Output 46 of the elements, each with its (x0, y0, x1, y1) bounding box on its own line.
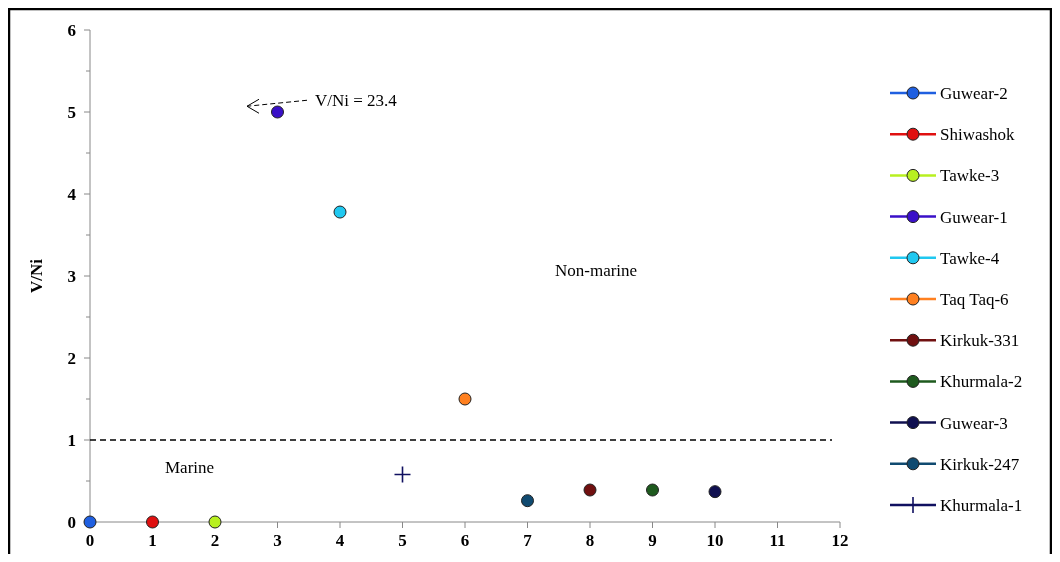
x-tick-label: 2 (210, 531, 220, 550)
y-tick-label: 1 (67, 430, 76, 450)
point (646, 483, 659, 497)
point (458, 392, 472, 406)
y-tick-label: 5 (67, 102, 76, 122)
point (708, 485, 722, 499)
point (333, 205, 347, 219)
point (583, 483, 597, 497)
y-axis-title: V/Ni (27, 258, 46, 293)
point (521, 494, 534, 508)
point (208, 515, 222, 529)
y-tick-label: 2 (67, 348, 76, 368)
annotation: Non-marine (555, 261, 638, 280)
x-tick-label: 12 (831, 531, 849, 550)
y-tick-label: 3 (67, 266, 76, 286)
x-tick-label: 1 (148, 531, 157, 550)
legend-label: Khurmala-2 (940, 372, 1023, 392)
x-tick-label: 11 (769, 531, 786, 550)
legend-label: Guwear-3 (940, 413, 1008, 433)
legend-label: Taq Taq-6 (940, 289, 1009, 309)
point (83, 515, 97, 529)
legend-label: Kirkuk-247 (940, 454, 1020, 474)
legend-label: Tawke-3 (940, 166, 1000, 186)
x-tick-label: 10 (706, 531, 724, 550)
y-tick-label: 0 (67, 512, 76, 532)
y-tick-label: 4 (67, 184, 77, 204)
legend-label: Guwear-2 (940, 83, 1008, 103)
legend-label: Kirkuk-331 (940, 331, 1020, 351)
x-tick-label: 0 (85, 531, 95, 550)
x-tick-label: 5 (398, 531, 407, 550)
annotation: Marine (165, 457, 215, 477)
legend-label: Tawke-4 (940, 248, 1000, 268)
x-tick-label: 9 (648, 531, 657, 550)
x-tick-label: 8 (585, 531, 595, 550)
point (393, 465, 412, 484)
y-tick-label: 6 (67, 20, 76, 40)
x-tick-label: 7 (523, 531, 533, 550)
annotation: V/Ni = 23.4 (315, 91, 398, 111)
legend-label: Khurmala-1 (940, 495, 1023, 515)
legend-label: Guwear-1 (940, 207, 1008, 227)
x-tick-label: 3 (273, 531, 282, 550)
point (271, 105, 284, 119)
x-tick-label: 6 (460, 531, 470, 550)
x-tick-label: 4 (335, 531, 345, 550)
legend-label: Shiwashok (940, 125, 1016, 145)
point (146, 515, 159, 529)
